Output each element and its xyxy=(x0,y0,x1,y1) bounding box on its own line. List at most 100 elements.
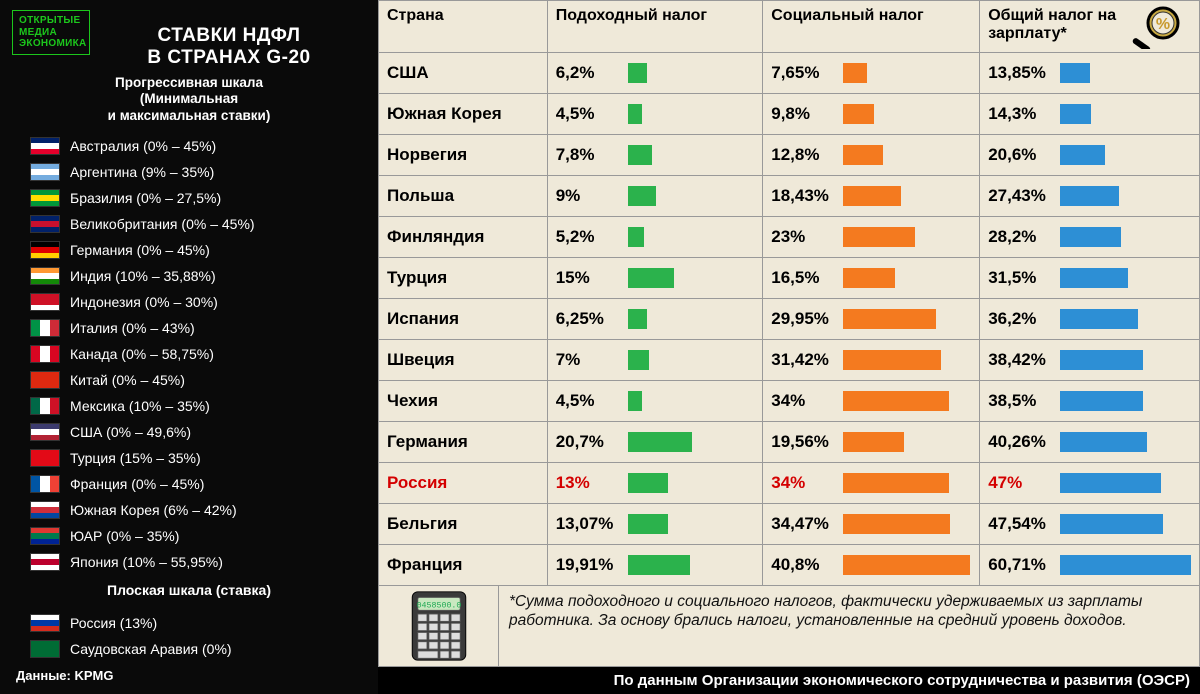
flag-icon xyxy=(30,293,60,311)
flag-icon xyxy=(30,640,60,658)
table-row: США6,2%7,65%13,85% xyxy=(379,53,1200,94)
bar-social xyxy=(843,63,867,83)
value-social: 34% xyxy=(771,391,835,411)
cell-social: 34,47% xyxy=(763,504,980,545)
bar-income xyxy=(628,350,650,370)
value-total: 40,26% xyxy=(988,432,1052,452)
bar-income xyxy=(628,432,692,452)
country-label: Аргентина (9% – 35%) xyxy=(70,164,214,180)
bar-total xyxy=(1060,145,1104,165)
bar-social xyxy=(843,268,894,288)
bar-total xyxy=(1060,473,1161,493)
cell-social: 31,42% xyxy=(763,340,980,381)
value-social: 16,5% xyxy=(771,268,835,288)
cell-social: 34% xyxy=(763,463,980,504)
country-row: Аргентина (9% – 35%) xyxy=(12,159,366,185)
cell-social: 19,56% xyxy=(763,422,980,463)
logo-line: МЕДИА xyxy=(19,27,83,39)
bar-total xyxy=(1060,514,1162,534)
cell-income: 7,8% xyxy=(547,135,763,176)
country-label: Турция (15% – 35%) xyxy=(70,450,201,466)
cell-total: 31,5% xyxy=(980,258,1200,299)
cell-country: Турция xyxy=(379,258,548,299)
country-row: США (0% – 49,6%) xyxy=(12,419,366,445)
cell-social: 7,65% xyxy=(763,53,980,94)
country-row: Турция (15% – 35%) xyxy=(12,445,366,471)
flag-icon xyxy=(30,345,60,363)
cell-total: 28,2% xyxy=(980,217,1200,258)
country-row: Индонезия (0% – 30%) xyxy=(12,289,366,315)
bar-social xyxy=(843,432,904,452)
cell-country: Германия xyxy=(379,422,548,463)
cell-income: 20,7% xyxy=(547,422,763,463)
country-row: Австралия (0% – 45%) xyxy=(12,133,366,159)
bar-social xyxy=(843,555,970,575)
value-total: 38,5% xyxy=(988,391,1052,411)
magnifier-icon: % xyxy=(1131,5,1191,49)
cell-income: 4,5% xyxy=(547,381,763,422)
bar-social xyxy=(843,350,941,370)
th-country: Страна xyxy=(379,1,548,53)
bar-social xyxy=(843,227,915,247)
table-row: Чехия4,5%34%38,5% xyxy=(379,381,1200,422)
logo-line: ОТКРЫТЫЕ xyxy=(19,15,83,27)
flag-icon xyxy=(30,319,60,337)
country-label: Италия (0% – 43%) xyxy=(70,320,195,336)
value-total: 14,3% xyxy=(988,104,1052,124)
cell-total: 38,42% xyxy=(980,340,1200,381)
country-row: Япония (10% – 55,95%) xyxy=(12,549,366,575)
value-total: 20,6% xyxy=(988,145,1052,165)
progressive-heading: Прогрессивная шкала (Минимальная и макси… xyxy=(12,75,366,126)
value-income: 6,2% xyxy=(556,63,620,83)
cell-social: 23% xyxy=(763,217,980,258)
cell-country: Финляндия xyxy=(379,217,548,258)
bar-social xyxy=(843,145,883,165)
cell-income: 15% xyxy=(547,258,763,299)
country-label: Индонезия (0% – 30%) xyxy=(70,294,218,310)
bar-total xyxy=(1060,309,1138,329)
value-income: 4,5% xyxy=(556,391,620,411)
country-label: Мексика (10% – 35%) xyxy=(70,398,210,414)
value-total: 47,54% xyxy=(988,514,1052,534)
bar-total xyxy=(1060,186,1119,206)
cell-social: 18,43% xyxy=(763,176,980,217)
value-income: 15% xyxy=(556,268,620,288)
cell-total: 47,54% xyxy=(980,504,1200,545)
country-label: Бразилия (0% – 27,5%) xyxy=(70,190,221,206)
logo: ОТКРЫТЫЕ МЕДИА ЭКОНОМИКА xyxy=(12,10,90,55)
bar-total xyxy=(1060,104,1091,124)
value-income: 4,5% xyxy=(556,104,620,124)
table-row: Польша9%18,43%27,43% xyxy=(379,176,1200,217)
value-income: 6,25% xyxy=(556,309,620,329)
bar-social xyxy=(843,514,950,534)
table-row: Финляндия5,2%23%28,2% xyxy=(379,217,1200,258)
value-income: 7,8% xyxy=(556,145,620,165)
bar-social xyxy=(843,186,900,206)
bar-income xyxy=(628,63,647,83)
flag-icon xyxy=(30,163,60,181)
cell-income: 9% xyxy=(547,176,763,217)
country-label: Япония (10% – 55,95%) xyxy=(70,554,223,570)
flat-list: Россия (13%)Саудовская Аравия (0%) xyxy=(12,610,366,662)
bar-income xyxy=(628,145,652,165)
value-social: 19,56% xyxy=(771,432,835,452)
cell-country: Россия xyxy=(379,463,548,504)
cell-country: Южная Корея xyxy=(379,94,548,135)
logo-line: ЭКОНОМИКА xyxy=(19,38,83,50)
value-income: 9% xyxy=(556,186,620,206)
country-label: Великобритания (0% – 45%) xyxy=(70,216,255,232)
value-income: 7% xyxy=(556,350,620,370)
value-social: 9,8% xyxy=(771,104,835,124)
bar-social xyxy=(843,309,936,329)
bar-income xyxy=(628,391,642,411)
country-row: Великобритания (0% – 45%) xyxy=(12,211,366,237)
value-social: 18,43% xyxy=(771,186,835,206)
cell-social: 12,8% xyxy=(763,135,980,176)
bar-income xyxy=(628,186,656,206)
country-row: Франция (0% – 45%) xyxy=(12,471,366,497)
bar-income xyxy=(628,268,675,288)
flag-icon xyxy=(30,475,60,493)
flag-icon xyxy=(30,371,60,389)
bar-total xyxy=(1060,391,1143,411)
value-income: 13,07% xyxy=(556,514,620,534)
